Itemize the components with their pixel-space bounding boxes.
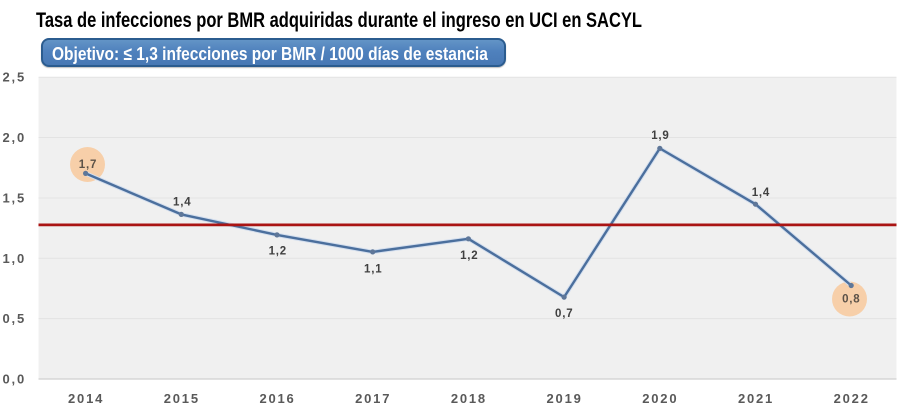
svg-text:2022: 2022 xyxy=(834,391,870,406)
svg-text:2015: 2015 xyxy=(164,391,200,406)
svg-text:2014: 2014 xyxy=(68,391,104,406)
svg-text:1,4: 1,4 xyxy=(752,187,770,199)
svg-text:2020: 2020 xyxy=(642,391,678,406)
svg-text:0,8: 0,8 xyxy=(842,294,860,306)
svg-text:0,5: 0,5 xyxy=(3,311,26,326)
svg-text:2017: 2017 xyxy=(355,391,391,406)
svg-text:1,2: 1,2 xyxy=(269,245,287,257)
svg-text:1,4: 1,4 xyxy=(173,196,191,208)
svg-text:2018: 2018 xyxy=(451,391,487,406)
svg-text:1,2: 1,2 xyxy=(460,250,478,262)
svg-text:1,9: 1,9 xyxy=(651,130,669,142)
svg-text:0,0: 0,0 xyxy=(3,372,26,387)
svg-text:1,0: 1,0 xyxy=(3,251,26,266)
svg-text:2,5: 2,5 xyxy=(3,70,26,85)
svg-text:2016: 2016 xyxy=(259,391,295,406)
svg-text:2021: 2021 xyxy=(738,391,774,406)
svg-text:1,5: 1,5 xyxy=(3,191,26,206)
svg-text:1,1: 1,1 xyxy=(364,264,382,276)
svg-text:1,7: 1,7 xyxy=(79,159,97,171)
svg-text:2019: 2019 xyxy=(547,391,583,406)
svg-text:2,0: 2,0 xyxy=(3,130,26,145)
svg-text:0,7: 0,7 xyxy=(555,308,573,320)
